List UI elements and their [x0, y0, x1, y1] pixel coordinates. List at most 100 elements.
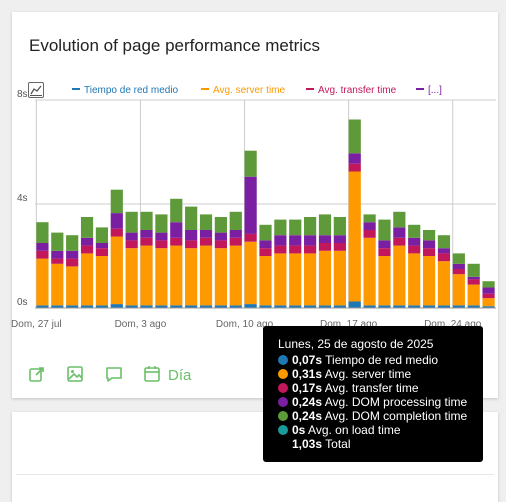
bar-segment	[348, 171, 361, 302]
bar-segment	[437, 261, 451, 306]
comment-icon[interactable]	[105, 365, 125, 385]
bar-segment	[110, 189, 123, 214]
bar-segment	[408, 224, 421, 238]
bar-segment	[467, 279, 480, 285]
bar-segment	[318, 214, 332, 236]
bar-segment	[36, 258, 49, 306]
bar-segment	[482, 281, 495, 288]
bar-segment	[393, 227, 406, 238]
bar-segment	[199, 230, 213, 238]
series-dot	[278, 383, 288, 393]
bar-segment	[199, 214, 213, 230]
bar-segment	[482, 298, 495, 307]
tooltip-row-server: 0,31s Avg. server time	[278, 367, 411, 381]
bar-segment	[408, 305, 421, 308]
bar-segment	[452, 263, 465, 269]
tooltip-row-dom-completion: 0,24s Avg. DOM completion time	[278, 409, 467, 423]
bar-segment	[66, 305, 79, 308]
bar-segment	[155, 232, 168, 241]
period-selector[interactable]: Día	[168, 367, 192, 384]
tooltip-label: Avg. DOM processing time	[324, 395, 468, 409]
legend-item-transfer[interactable]: Avg. transfer time	[306, 85, 396, 96]
bar-segment	[467, 263, 480, 277]
bar-segment	[140, 237, 153, 246]
bar-segment	[259, 240, 272, 249]
bar-segment	[155, 248, 168, 306]
bar-segment	[214, 305, 227, 308]
bar-segment	[289, 219, 302, 236]
bar-segment	[363, 214, 376, 223]
bar-segment	[333, 235, 346, 243]
bar-segment	[393, 245, 406, 306]
chart-type-icon[interactable]	[28, 82, 44, 98]
tooltip-value: 0,24s	[292, 395, 323, 409]
bar-segment	[80, 245, 94, 254]
bar-segment	[229, 245, 242, 306]
tooltip-date: Lunes, 25 de agosto de 2025	[278, 337, 434, 351]
tooltip-value: 0,24s	[292, 409, 323, 423]
bar-segment	[214, 240, 227, 249]
bar-segment	[185, 240, 198, 249]
chart-tooltip: Lunes, 25 de agosto de 2025 0,07s Tiempo…	[263, 326, 483, 462]
divider	[16, 474, 494, 475]
bar-segment	[408, 237, 421, 246]
bar-segment	[422, 240, 436, 249]
bar-segment	[467, 276, 480, 280]
bar-segment	[110, 304, 123, 308]
bar-segment	[170, 237, 183, 246]
tooltip-value: 0,07s	[292, 353, 323, 367]
bar-segment	[378, 305, 391, 308]
bar-segment	[289, 235, 302, 246]
x-tick-label: Dom, 17 ago	[320, 319, 378, 330]
legend-item-server[interactable]: Avg. server time	[201, 85, 285, 96]
export-icon[interactable]	[28, 365, 48, 385]
legend-label: Avg. transfer time	[318, 85, 397, 96]
bar-segment	[259, 248, 272, 256]
bar-segment	[363, 305, 376, 308]
bar-segment	[95, 227, 109, 243]
bar-segment	[304, 245, 317, 254]
bar-segment	[66, 258, 79, 267]
x-tick-label: Dom, 24 ago	[424, 319, 482, 330]
bar-segment	[437, 305, 451, 308]
bar-segment	[274, 305, 287, 308]
bar-segment	[125, 248, 138, 306]
bar-segment	[378, 240, 391, 249]
bar-segment	[229, 230, 242, 238]
bar-segment	[244, 150, 257, 177]
bar-segment	[51, 232, 64, 251]
series-dot	[278, 411, 288, 421]
bar-segment	[289, 305, 302, 308]
bar-segment	[80, 237, 94, 246]
bar-segment	[36, 250, 49, 259]
legend-swatch	[72, 88, 80, 91]
bar-segment	[125, 211, 138, 233]
bar-segment	[125, 232, 138, 241]
image-icon[interactable]	[66, 365, 86, 385]
bar-segment	[199, 237, 213, 246]
bar-segment	[408, 253, 421, 306]
bar-segment	[66, 235, 79, 251]
bar-segment	[140, 245, 153, 306]
bar-segment	[244, 241, 257, 305]
bar-segment	[318, 235, 332, 243]
calendar-icon[interactable]	[143, 365, 163, 385]
legend-swatch	[416, 88, 424, 91]
bar-segment	[140, 305, 153, 308]
bar-segment	[259, 256, 272, 306]
series-dot	[278, 425, 288, 435]
series-dot	[278, 397, 288, 407]
bar-segment	[229, 237, 242, 246]
bar-segment	[393, 237, 406, 246]
bar-segment	[125, 240, 138, 249]
tooltip-label: Avg. server time	[324, 367, 412, 381]
legend-label: Tiempo de red medio	[84, 85, 179, 96]
bar-segment	[66, 250, 79, 259]
bar-segment	[185, 248, 198, 306]
bar-segment	[304, 235, 317, 246]
legend-item-network[interactable]: Tiempo de red medio	[72, 85, 178, 96]
legend-item-more[interactable]: [...]	[416, 85, 442, 96]
bar-segment	[125, 305, 138, 308]
tooltip-value: 1,03s	[292, 437, 323, 451]
bar-segment	[95, 248, 109, 256]
